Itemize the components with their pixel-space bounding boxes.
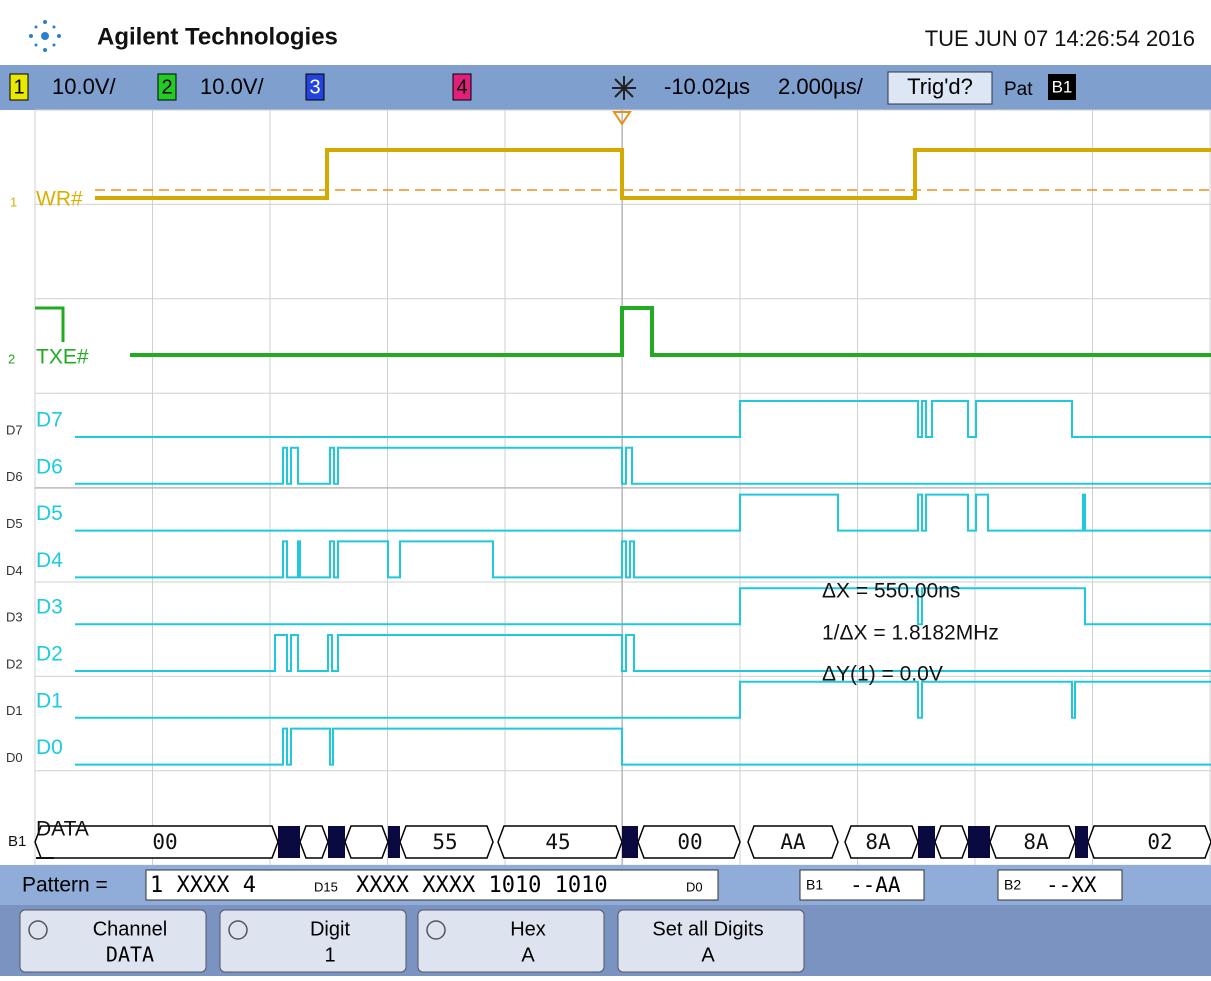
- bus-block: [278, 826, 300, 858]
- digital-marker: D1: [6, 703, 23, 718]
- digital-label: D3: [36, 596, 63, 619]
- bus-label: DATA: [36, 818, 89, 841]
- bus-value: 45: [545, 830, 570, 854]
- bus-block: [918, 826, 935, 858]
- ch3: 3: [309, 76, 320, 98]
- digital-marker: D4: [6, 563, 23, 578]
- ch1: 1: [13, 76, 24, 98]
- bus-id: B1: [1052, 77, 1073, 96]
- digital-marker: D0: [6, 750, 23, 765]
- bus-block: [622, 826, 638, 858]
- measure-dx: ΔX = 550.00ns: [822, 580, 960, 603]
- digital-label: D0: [36, 736, 63, 759]
- scope-screen: Agilent Technologies TUE JUN 07 14:26:54…: [0, 0, 1211, 976]
- pattern-lsb: D0: [686, 879, 703, 894]
- bus-value: 55: [432, 830, 457, 854]
- b1-value: --AA: [850, 873, 901, 897]
- ch1-scale: 10.0V/: [52, 74, 116, 99]
- digital-label: D6: [36, 455, 63, 478]
- bus-segment: [300, 826, 328, 858]
- pattern-prefix: 1 XXXX 4: [150, 873, 256, 898]
- bus-marker: B1: [8, 833, 26, 850]
- softkey-title: Channel: [93, 918, 168, 940]
- trigger-icon: [612, 76, 636, 100]
- digital-marker: D2: [6, 656, 23, 671]
- softkey-title: Set all Digits: [652, 918, 763, 940]
- bus-value: 8A: [865, 830, 891, 854]
- bus-value: AA: [780, 830, 806, 854]
- digital-label: D4: [36, 549, 63, 572]
- bus-block: [1075, 826, 1088, 858]
- softkey-title: Digit: [310, 918, 350, 940]
- ch2-marker: 2: [8, 351, 15, 366]
- pattern-bits: XXXX XXXX 1010 1010: [356, 873, 608, 898]
- bus-block: [388, 826, 400, 858]
- bus-value: 02: [1147, 830, 1172, 854]
- digital-label: D7: [36, 409, 63, 432]
- softkey-value: A: [521, 944, 535, 966]
- ch1-marker: 1: [10, 194, 17, 209]
- softkey-value: A: [701, 944, 715, 966]
- digital-marker: D5: [6, 516, 23, 531]
- softkey-value: 1: [324, 944, 335, 966]
- b2-value: --XX: [1046, 873, 1097, 897]
- b2-id: B2: [1004, 877, 1021, 893]
- digital-label: D1: [36, 689, 63, 712]
- digital-marker: D6: [6, 469, 23, 484]
- softkey-title: Hex: [510, 918, 546, 940]
- timebase: 2.000µs/: [778, 74, 864, 99]
- measure-freq: 1/ΔX = 1.8182MHz: [822, 622, 999, 645]
- graticule: [0, 110, 1211, 865]
- bus-block: [328, 826, 345, 858]
- measure-dy: ΔY(1) = 0.0V: [822, 663, 943, 686]
- bus-value: 00: [677, 830, 702, 854]
- ch2-label: TXE#: [36, 346, 89, 369]
- digital-marker: D3: [6, 610, 23, 625]
- ch2-scale: 10.0V/: [200, 74, 264, 99]
- b1-id: B1: [806, 877, 823, 893]
- digital-label: D2: [36, 643, 63, 666]
- bus-value: 00: [152, 830, 177, 854]
- bus-segment: [345, 826, 388, 858]
- pattern-label: Pattern =: [22, 874, 108, 897]
- ch4: 4: [456, 76, 467, 98]
- datetime: TUE JUN 07 14:26:54 2016: [925, 26, 1195, 51]
- bus-block: [968, 826, 990, 858]
- softkey-value: DATA: [106, 943, 154, 967]
- ch2: 2: [161, 76, 172, 98]
- brand: Agilent Technologies: [97, 23, 338, 50]
- pattern-msb: D15: [314, 879, 338, 894]
- bus-segment: [935, 826, 968, 858]
- bus-value: 8A: [1023, 830, 1049, 854]
- ch1-label: WR#: [36, 188, 83, 211]
- digital-label: D5: [36, 502, 63, 525]
- trigger-status: Trig'd?: [907, 74, 973, 99]
- digital-marker: D7: [6, 422, 23, 437]
- trigger-mode: Pat: [1004, 79, 1033, 100]
- page: Agilent Technologies TUE JUN 07 14:26:54…: [0, 0, 1211, 976]
- delay: -10.02µs: [664, 74, 750, 99]
